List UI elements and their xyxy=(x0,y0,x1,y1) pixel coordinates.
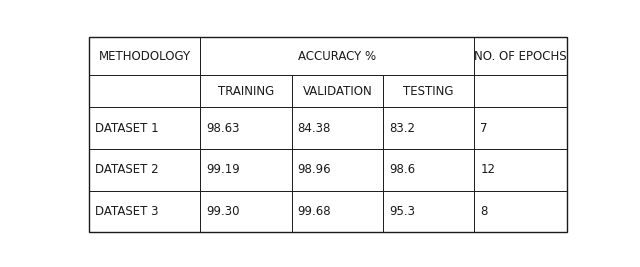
Text: 98.63: 98.63 xyxy=(206,122,240,135)
Text: METHODOLOGY: METHODOLOGY xyxy=(99,50,191,63)
Text: DATASET 1: DATASET 1 xyxy=(95,122,159,135)
Text: 8: 8 xyxy=(480,205,488,218)
Text: VALIDATION: VALIDATION xyxy=(303,85,372,98)
Text: 99.19: 99.19 xyxy=(206,163,240,176)
Text: 95.3: 95.3 xyxy=(389,205,415,218)
Text: TESTING: TESTING xyxy=(403,85,454,98)
Text: 7: 7 xyxy=(480,122,488,135)
Text: NO. OF EPOCHS: NO. OF EPOCHS xyxy=(474,50,567,63)
Text: 98.6: 98.6 xyxy=(389,163,415,176)
Text: DATASET 2: DATASET 2 xyxy=(95,163,159,176)
Text: TRAINING: TRAINING xyxy=(218,85,274,98)
Text: ACCURACY %: ACCURACY % xyxy=(298,50,376,63)
Text: 99.68: 99.68 xyxy=(298,205,332,218)
Text: 98.96: 98.96 xyxy=(298,163,332,176)
Text: 99.30: 99.30 xyxy=(206,205,240,218)
Text: 12: 12 xyxy=(480,163,495,176)
Text: DATASET 3: DATASET 3 xyxy=(95,205,158,218)
Text: 83.2: 83.2 xyxy=(389,122,415,135)
Text: 84.38: 84.38 xyxy=(298,122,331,135)
